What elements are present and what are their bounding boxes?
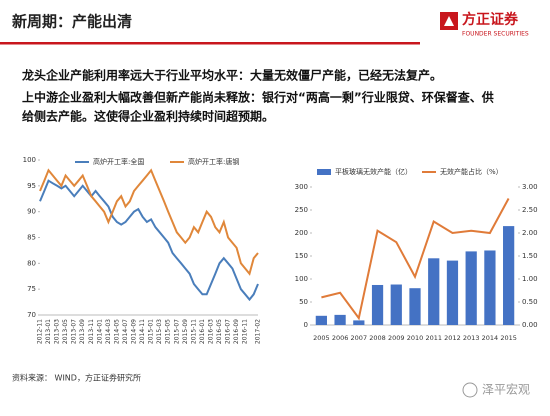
- watermark: 泽平宏观: [482, 382, 530, 397]
- x-tick-label: 2015-05: [165, 319, 172, 344]
- paragraph: 龙头企业产能利用率远大于行业平均水平：大量无效僵尸产能，已经无法复产。: [22, 68, 442, 83]
- x-tick-label: 2014-09: [131, 319, 138, 344]
- x-tick-label: 2015-09: [182, 319, 189, 344]
- x-tick-label: 2011: [425, 334, 442, 342]
- y-tick-label: 300: [295, 183, 308, 191]
- x-tick-label: 2013-03: [54, 319, 61, 344]
- y-tick-label: 250: [295, 206, 308, 214]
- x-tick-label: 2013-01: [45, 319, 52, 344]
- x-tick-label: 2016-09: [233, 319, 240, 344]
- y-tick-label: 50: [299, 298, 308, 306]
- x-tick-label: 2015-03: [156, 319, 163, 344]
- x-tick-label: 2016-11: [242, 319, 249, 344]
- y-tick-label: 100: [23, 156, 36, 164]
- bar: [428, 258, 440, 325]
- legend-label: 无效产能占比（%）: [440, 167, 503, 176]
- x-tick-label: 2012-11: [37, 319, 44, 344]
- legend-label: 高炉开工率:全国: [93, 157, 144, 166]
- x-tick-label: 2012: [444, 334, 461, 342]
- x-tick-label: 2013: [463, 334, 480, 342]
- y-tick-label: 150: [295, 252, 308, 260]
- x-tick-label: 2015-07: [173, 319, 180, 344]
- bar: [353, 320, 365, 325]
- bar: [390, 284, 402, 325]
- x-tick-label: 2010: [407, 334, 424, 342]
- x-tick-label: 2016-05: [216, 319, 223, 344]
- x-tick-label: 2014-07: [122, 319, 129, 344]
- bar: [334, 314, 346, 325]
- y-tick-label: 85: [27, 234, 36, 242]
- bar: [446, 260, 459, 325]
- x-tick-label: 2016-07: [225, 319, 232, 344]
- x-tick-label: 2016-03: [207, 319, 214, 344]
- paragraph: 给侧去产能。这使得企业盈利持续时间超预期。: [22, 109, 274, 124]
- logo-en: FOUNDER SECURITIES: [462, 31, 529, 38]
- x-tick-label: 2008: [369, 334, 386, 342]
- y2-tick-label: 1.50: [522, 252, 538, 260]
- y2-tick-label: 0.50: [522, 298, 538, 306]
- x-tick-label: 2014-05: [113, 319, 120, 344]
- x-tick-label: 2015-01: [148, 319, 155, 344]
- title-rule: [0, 42, 420, 45]
- x-tick-label: 2015-11: [190, 319, 197, 344]
- y-tick-label: 70: [27, 311, 36, 319]
- x-tick-label: 2007: [351, 334, 368, 342]
- legend-label: 平板玻璃无效产能（亿）: [335, 167, 412, 176]
- y-tick-label: 80: [27, 259, 36, 267]
- y-tick-label: 100: [295, 275, 308, 283]
- logo-mark: [444, 16, 454, 26]
- x-tick-label: 2014: [482, 334, 499, 342]
- legend-swatch: [317, 169, 331, 175]
- x-tick-label: 2005: [313, 334, 330, 342]
- line-series: [39, 179, 259, 302]
- bar: [465, 251, 477, 325]
- y2-tick-label: 0.00: [522, 321, 538, 329]
- x-tick-label: 2017-02: [255, 319, 262, 344]
- y-tick-label: 75: [27, 285, 36, 293]
- logo-text: 方正证券: [462, 11, 519, 28]
- x-tick-label: 2013-11: [88, 319, 95, 344]
- slide-title: 新周期：产能出清: [12, 13, 132, 31]
- y-tick-label: 200: [295, 229, 308, 237]
- bar: [315, 315, 327, 325]
- y2-tick-label: 3.00: [522, 183, 538, 191]
- x-tick-label: 2015: [500, 334, 517, 342]
- y2-tick-label: 2.50: [522, 206, 538, 214]
- x-tick-label: 2006: [332, 334, 349, 342]
- bar: [409, 288, 421, 325]
- source: 资料来源： WIND，方正证券研究所: [12, 373, 141, 383]
- bar: [484, 250, 496, 325]
- x-tick-label: 2016-01: [199, 319, 206, 344]
- y-tick-label: 0: [304, 321, 308, 329]
- y2-tick-label: 1.00: [522, 275, 538, 283]
- x-tick-label: 2014-01: [96, 319, 103, 344]
- x-tick-label: 2013-07: [71, 319, 78, 344]
- watermark-icon: [462, 382, 478, 398]
- x-tick-label: 2013-09: [79, 319, 86, 344]
- bar: [371, 284, 384, 325]
- line-series: [321, 198, 510, 321]
- bar: [503, 226, 515, 325]
- x-tick-label: 2014-03: [105, 319, 112, 344]
- paragraph: 上中游企业盈利大幅改善但新产能尚未释放：银行对“两高一剩”行业限贷、环保督查、供: [22, 90, 494, 105]
- y2-tick-label: 2.00: [522, 229, 538, 237]
- legend-label: 高炉开工率:唐钢: [188, 157, 239, 166]
- line-series: [39, 168, 259, 276]
- x-tick-label: 2013-05: [62, 319, 69, 344]
- y-tick-label: 95: [27, 182, 36, 190]
- y-tick-label: 90: [27, 208, 36, 216]
- x-tick-label: 2014-11: [139, 319, 146, 344]
- x-tick-label: 2009: [388, 334, 405, 342]
